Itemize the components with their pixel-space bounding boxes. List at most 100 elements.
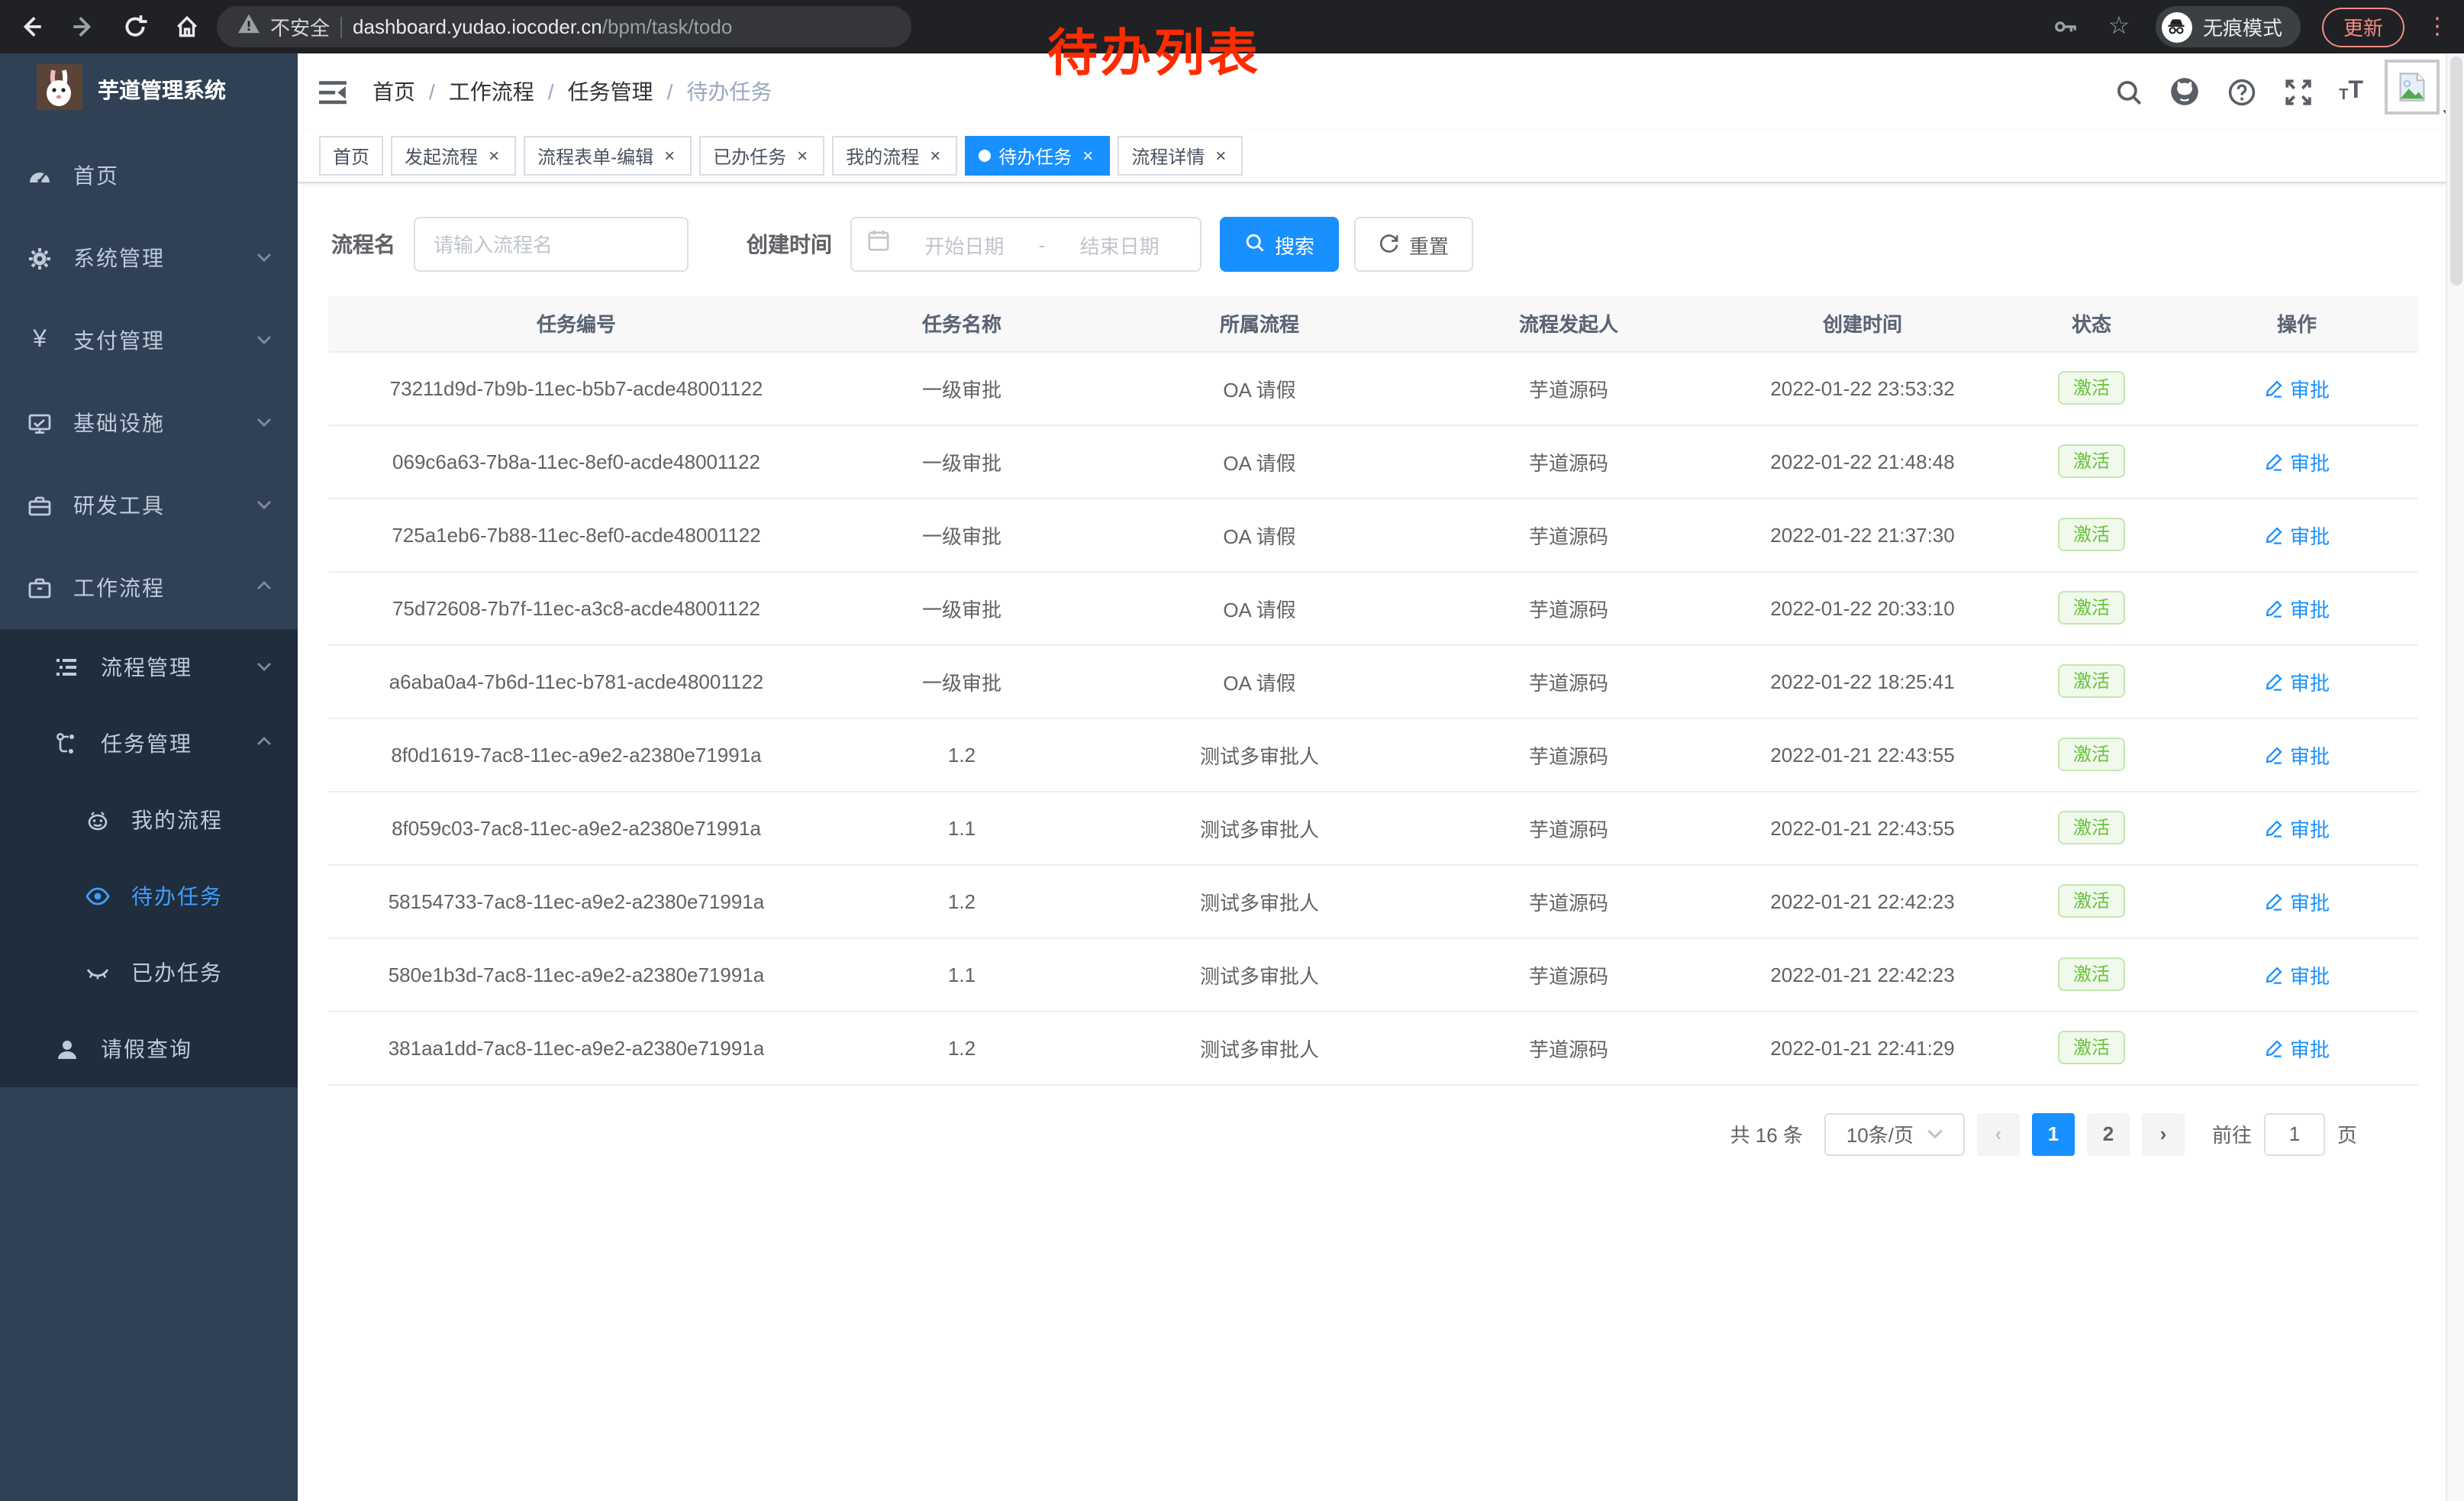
chevron-up-icon [255, 731, 273, 756]
url-path: /bpm/task/todo [601, 15, 733, 37]
address-bar[interactable]: 不安全 dashboard.yudao.iocoder.cn/bpm/task/… [217, 6, 911, 47]
col-create-time: 创建时间 [1717, 296, 2008, 351]
approve-link[interactable]: 审批 [2264, 593, 2330, 622]
approve-link[interactable]: 审批 [2264, 520, 2330, 549]
tab-process-detail[interactable]: 流程详情 × [1118, 136, 1243, 176]
next-page-button[interactable]: › [2141, 1112, 2185, 1155]
github-icon[interactable] [2169, 76, 2200, 107]
prev-page-button[interactable]: ‹ [1976, 1112, 2020, 1155]
close-icon[interactable]: × [1082, 145, 1094, 166]
scrollbar-thumb[interactable] [2450, 56, 2462, 286]
cell-task-id: 73211d9d-7b9b-11ec-b5b7-acde48001122 [328, 350, 824, 425]
tab-form-edit[interactable]: 流程表单-编辑 × [524, 136, 692, 176]
approve-link[interactable]: 审批 [2264, 447, 2330, 476]
key-icon[interactable] [2052, 11, 2082, 42]
help-icon[interactable] [2226, 76, 2256, 107]
avatar[interactable] [2385, 60, 2440, 115]
sidebar-item-payment[interactable]: ¥ 支付管理 [0, 299, 298, 382]
sidebar-menu: 首页 系统管理 ¥ 支付管理 基础设施 [0, 127, 298, 1087]
approve-link[interactable]: 审批 [2264, 1033, 2330, 1062]
cell-status: 激活 [2008, 938, 2175, 1012]
update-button[interactable]: 更新 [2321, 7, 2404, 47]
search-button[interactable]: 搜索 [1220, 217, 1340, 272]
start-date-placeholder[interactable]: 开始日期 [924, 234, 1005, 257]
status-badge: 激活 [2057, 518, 2125, 551]
search-icon[interactable] [2113, 76, 2143, 107]
sidebar-item-label: 待办任务 [131, 884, 223, 909]
status-badge: 激活 [2057, 591, 2125, 625]
yen-icon: ¥ [33, 327, 47, 353]
sidebar-item-todo-tasks[interactable]: 待办任务 [0, 858, 298, 934]
sidebar-item-done-tasks[interactable]: 已办任务 [0, 934, 298, 1011]
sidebar-item-task-mgmt[interactable]: 任务管理 [0, 705, 298, 782]
sidebar-item-label: 已办任务 [131, 960, 223, 985]
page-button-1[interactable]: 1 [2031, 1112, 2075, 1155]
end-date-placeholder[interactable]: 结束日期 [1079, 234, 1159, 257]
sidebar-item-system[interactable]: 系统管理 [0, 217, 298, 299]
sidebar-item-devtools[interactable]: 研发工具 [0, 464, 298, 547]
create-time-label: 创建时间 [747, 232, 832, 257]
tab-my-process[interactable]: 我的流程 × [832, 136, 958, 176]
app-logo[interactable]: 芋道管理系统 [0, 53, 298, 127]
cell-task-id: 8f059c03-7ac8-11ec-a9e2-a2380e71991a [328, 791, 824, 865]
date-range-picker[interactable]: 开始日期 - 结束日期 [850, 217, 1201, 272]
cell-actions: 审批 [2175, 498, 2418, 572]
cell-initiator: 芋道源码 [1420, 938, 1717, 1012]
gear-icon [27, 245, 52, 271]
sidebar-item-leave-query[interactable]: 请假查询 [0, 1011, 298, 1087]
home-icon[interactable] [171, 11, 202, 42]
cell-status: 激活 [2008, 424, 2175, 499]
process-name-input[interactable] [414, 217, 689, 272]
page-button-2[interactable]: 2 [2086, 1112, 2130, 1155]
page-size-select[interactable]: 10条/页 [1824, 1112, 1965, 1155]
sidebar-item-home[interactable]: 首页 [0, 134, 298, 217]
sidebar-item-label: 基础设施 [73, 411, 165, 435]
sidebar-item-infra[interactable]: 基础设施 [0, 382, 298, 464]
approve-link[interactable]: 审批 [2264, 373, 2330, 402]
tab-home[interactable]: 首页 [319, 136, 384, 176]
approve-link[interactable]: 审批 [2264, 886, 2330, 915]
close-icon[interactable]: × [664, 145, 676, 166]
bookmark-star-icon[interactable]: ☆ [2108, 13, 2130, 39]
table-row: 580e1b3d-7ac8-11ec-a9e2-a2380e71991a 1.1 测… [328, 938, 2418, 1012]
back-icon[interactable] [15, 11, 46, 42]
approve-link[interactable]: 审批 [2264, 960, 2330, 989]
reload-icon[interactable] [119, 11, 150, 42]
page-scrollbar[interactable] [2446, 53, 2464, 1501]
cell-create-time: 2022-01-21 22:42:23 [1717, 938, 2008, 1012]
approve-link[interactable]: 审批 [2264, 813, 2330, 842]
url-host: dashboard.yudao.iocoder.cn [353, 15, 602, 37]
tab-start-process[interactable]: 发起流程 × [391, 136, 517, 176]
cell-create-time: 2022-01-21 22:43:55 [1717, 718, 2008, 792]
breadcrumb-home[interactable]: 首页 [373, 79, 415, 104]
fullscreen-icon[interactable] [2282, 76, 2313, 107]
table-row: 73211d9d-7b9b-11ec-b5b7-acde48001122 一级审批… [328, 350, 2418, 425]
breadcrumb-task-mgmt[interactable]: 任务管理 [567, 79, 653, 104]
approve-link[interactable]: 审批 [2264, 667, 2330, 696]
close-icon[interactable]: × [1215, 145, 1227, 166]
cell-create-time: 2022-01-22 21:37:30 [1717, 498, 2008, 572]
reset-button[interactable]: 重置 [1354, 217, 1474, 272]
sidebar-item-my-process[interactable]: 我的流程 [0, 782, 298, 858]
sidebar-item-workflow[interactable]: 工作流程 [0, 547, 298, 629]
approve-link[interactable]: 审批 [2264, 740, 2330, 769]
table-row: 381aa1dd-7ac8-11ec-a9e2-a2380e71991a 1.2 测… [328, 1011, 2418, 1085]
goto-page-input[interactable] [2263, 1112, 2325, 1155]
sidebar-item-label: 研发工具 [73, 493, 165, 518]
tab-todo-tasks[interactable]: 待办任务 × [965, 136, 1111, 176]
chevron-down-icon [255, 493, 273, 518]
forward-icon[interactable] [67, 11, 98, 42]
tab-done-tasks[interactable]: 已办任务 × [699, 136, 825, 176]
kebab-menu-icon[interactable]: ⋮ [2426, 14, 2449, 40]
sidebar-item-process-mgmt[interactable]: 流程管理 [0, 629, 298, 705]
security-label[interactable]: 不安全 [270, 17, 331, 40]
close-icon[interactable]: × [797, 145, 808, 166]
col-actions: 操作 [2175, 296, 2418, 351]
hamburger-icon[interactable] [319, 79, 348, 105]
close-icon[interactable]: × [489, 145, 500, 166]
breadcrumb-workflow[interactable]: 工作流程 [448, 79, 534, 104]
close-icon[interactable]: × [930, 145, 941, 166]
sidebar: 芋道管理系统 首页 系统管理 ¥ 支付管理 [0, 53, 298, 1501]
